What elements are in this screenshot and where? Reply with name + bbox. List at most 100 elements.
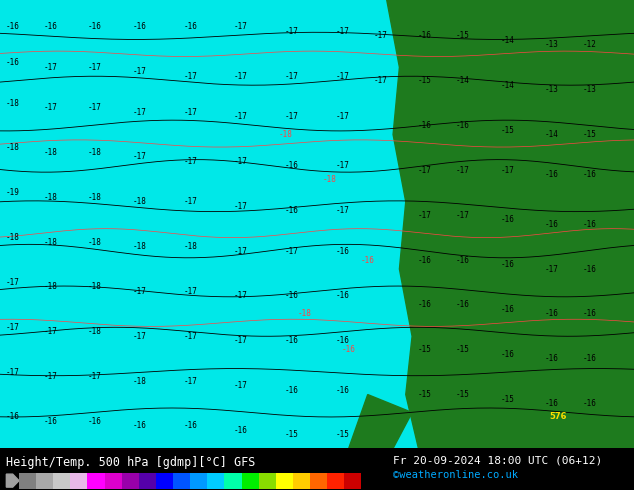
- Text: -17: -17: [133, 287, 146, 296]
- Text: -16: -16: [583, 309, 597, 318]
- Text: -16: -16: [335, 246, 349, 256]
- Text: -16: -16: [183, 23, 197, 31]
- Text: -17: -17: [183, 287, 197, 296]
- Text: -18: -18: [44, 282, 58, 292]
- Text: -18: -18: [88, 327, 102, 336]
- Text: -17: -17: [500, 166, 514, 175]
- Text: -16: -16: [545, 399, 559, 408]
- Text: -16: -16: [133, 421, 146, 430]
- Bar: [19, 472, 36, 489]
- Text: -16: -16: [6, 413, 20, 421]
- Text: -13: -13: [545, 40, 559, 49]
- Text: -17: -17: [418, 211, 432, 220]
- Bar: [173, 472, 190, 489]
- Text: -15: -15: [456, 345, 470, 354]
- Text: -17: -17: [183, 197, 197, 206]
- Text: -17: -17: [373, 31, 387, 40]
- Text: -16: -16: [335, 386, 349, 394]
- Text: -17: -17: [285, 112, 299, 121]
- Text: -15: -15: [285, 430, 299, 440]
- Polygon shape: [387, 0, 634, 448]
- Text: -16: -16: [456, 256, 470, 265]
- Text: -12: -12: [583, 40, 597, 49]
- Text: -18: -18: [133, 377, 146, 386]
- Text: -16: -16: [418, 121, 432, 130]
- Text: -18: -18: [133, 197, 146, 206]
- Text: -15: -15: [418, 390, 432, 399]
- Text: -17: -17: [183, 332, 197, 341]
- Text: -18: -18: [6, 233, 20, 242]
- Text: -17: -17: [234, 292, 248, 300]
- Text: -13: -13: [583, 85, 597, 94]
- Text: -17: -17: [418, 166, 432, 175]
- Text: -16: -16: [234, 426, 248, 435]
- Text: -17: -17: [183, 72, 197, 81]
- Text: -17: -17: [234, 23, 248, 31]
- Text: -16: -16: [545, 171, 559, 179]
- Text: -16: -16: [44, 23, 58, 31]
- Text: -18: -18: [183, 242, 197, 251]
- Bar: [190, 472, 207, 489]
- Text: -16: -16: [183, 421, 197, 430]
- Text: -18: -18: [44, 193, 58, 202]
- Text: -16: -16: [500, 215, 514, 224]
- Text: -18: -18: [323, 175, 337, 184]
- Text: -15: -15: [335, 430, 349, 440]
- Text: -16: -16: [88, 417, 102, 426]
- Bar: [53, 472, 70, 489]
- Text: -17: -17: [44, 63, 58, 72]
- Bar: [105, 472, 122, 489]
- Bar: [310, 472, 327, 489]
- Text: -17: -17: [234, 381, 248, 390]
- Text: -16: -16: [285, 292, 299, 300]
- Text: -16: -16: [545, 354, 559, 363]
- Text: -16: -16: [583, 220, 597, 229]
- Text: -17: -17: [133, 332, 146, 341]
- Text: -14: -14: [500, 81, 514, 90]
- Text: -19: -19: [6, 188, 20, 197]
- Text: -16: -16: [583, 265, 597, 273]
- Text: -14: -14: [456, 76, 470, 85]
- Text: -15: -15: [418, 76, 432, 85]
- Bar: [327, 472, 344, 489]
- Text: -16: -16: [88, 23, 102, 31]
- Text: -17: -17: [6, 323, 20, 332]
- Text: -18: -18: [133, 242, 146, 251]
- Text: -17: -17: [234, 72, 248, 81]
- Text: -16: -16: [583, 354, 597, 363]
- Text: -17: -17: [133, 67, 146, 76]
- Text: -16: -16: [133, 23, 146, 31]
- Text: -17: -17: [183, 157, 197, 166]
- Bar: [344, 472, 361, 489]
- Text: -16: -16: [500, 260, 514, 269]
- Bar: [70, 472, 87, 489]
- Text: -15: -15: [418, 345, 432, 354]
- Text: -17: -17: [133, 108, 146, 117]
- Text: -18: -18: [44, 238, 58, 246]
- Text: -17: -17: [44, 103, 58, 112]
- Text: -16: -16: [44, 417, 58, 426]
- Text: ©weatheronline.co.uk: ©weatheronline.co.uk: [393, 470, 518, 480]
- Text: -18: -18: [44, 148, 58, 157]
- Text: -17: -17: [88, 103, 102, 112]
- Text: -17: -17: [285, 27, 299, 36]
- Text: -13: -13: [545, 85, 559, 94]
- Text: -17: -17: [335, 27, 349, 36]
- Text: -15: -15: [500, 394, 514, 404]
- Text: -14: -14: [545, 130, 559, 139]
- Bar: [122, 472, 139, 489]
- Text: -17: -17: [335, 112, 349, 121]
- Text: -16: -16: [285, 336, 299, 345]
- Bar: [87, 472, 105, 489]
- Text: -18: -18: [297, 309, 311, 318]
- Text: -16: -16: [500, 350, 514, 359]
- Text: -16: -16: [361, 256, 375, 265]
- Text: -16: -16: [583, 399, 597, 408]
- Text: -17: -17: [6, 278, 20, 287]
- Text: -16: -16: [335, 336, 349, 345]
- Text: -17: -17: [373, 76, 387, 85]
- Text: -16: -16: [456, 300, 470, 309]
- Text: -18: -18: [278, 130, 292, 139]
- Text: -18: -18: [6, 98, 20, 108]
- Bar: [139, 472, 156, 489]
